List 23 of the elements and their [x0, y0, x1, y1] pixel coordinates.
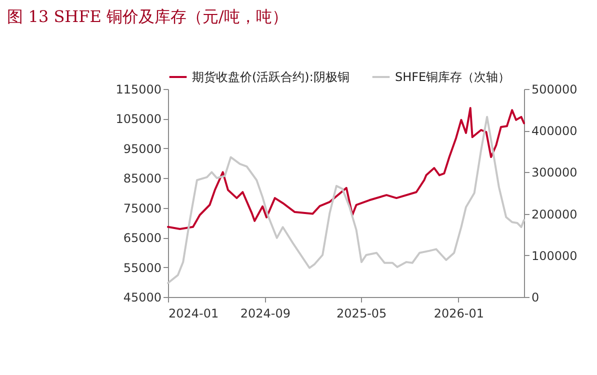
y2-tick-label: 400000 [532, 124, 578, 138]
x-tick-label: 2025-05 [336, 306, 387, 320]
y-tick-label: 105000 [116, 112, 162, 126]
y2-tick-label: 200000 [532, 207, 578, 222]
legend-label: SHFE铜库存（次轴） [395, 70, 510, 84]
line-series [167, 107, 525, 230]
line-series [167, 116, 525, 284]
y-tick-label: 55000 [123, 260, 162, 275]
y-tick-label: 45000 [123, 290, 162, 304]
x-tick-label: 2024-09 [240, 306, 291, 320]
y-tick-label: 65000 [123, 231, 162, 246]
legend-label: 期货收盘价(活跃合约):阴极铜 [192, 70, 350, 84]
y-tick-label: 95000 [123, 142, 162, 156]
x-tick-label: 2024-01 [168, 306, 219, 320]
chart-title: 图 13 SHFE 铜价及库存（元/吨，吨） [7, 7, 288, 26]
y2-tick-label: 300000 [532, 166, 578, 180]
y2-tick-label: 100000 [532, 248, 578, 263]
x-tick-label: 2026-01 [434, 306, 484, 320]
y-tick-label: 75000 [123, 201, 162, 216]
y-tick-label: 115000 [116, 82, 162, 96]
y-tick-label: 85000 [123, 172, 162, 186]
y2-tick-label: 500000 [532, 82, 578, 96]
y2-tick-label: 0 [532, 290, 540, 304]
